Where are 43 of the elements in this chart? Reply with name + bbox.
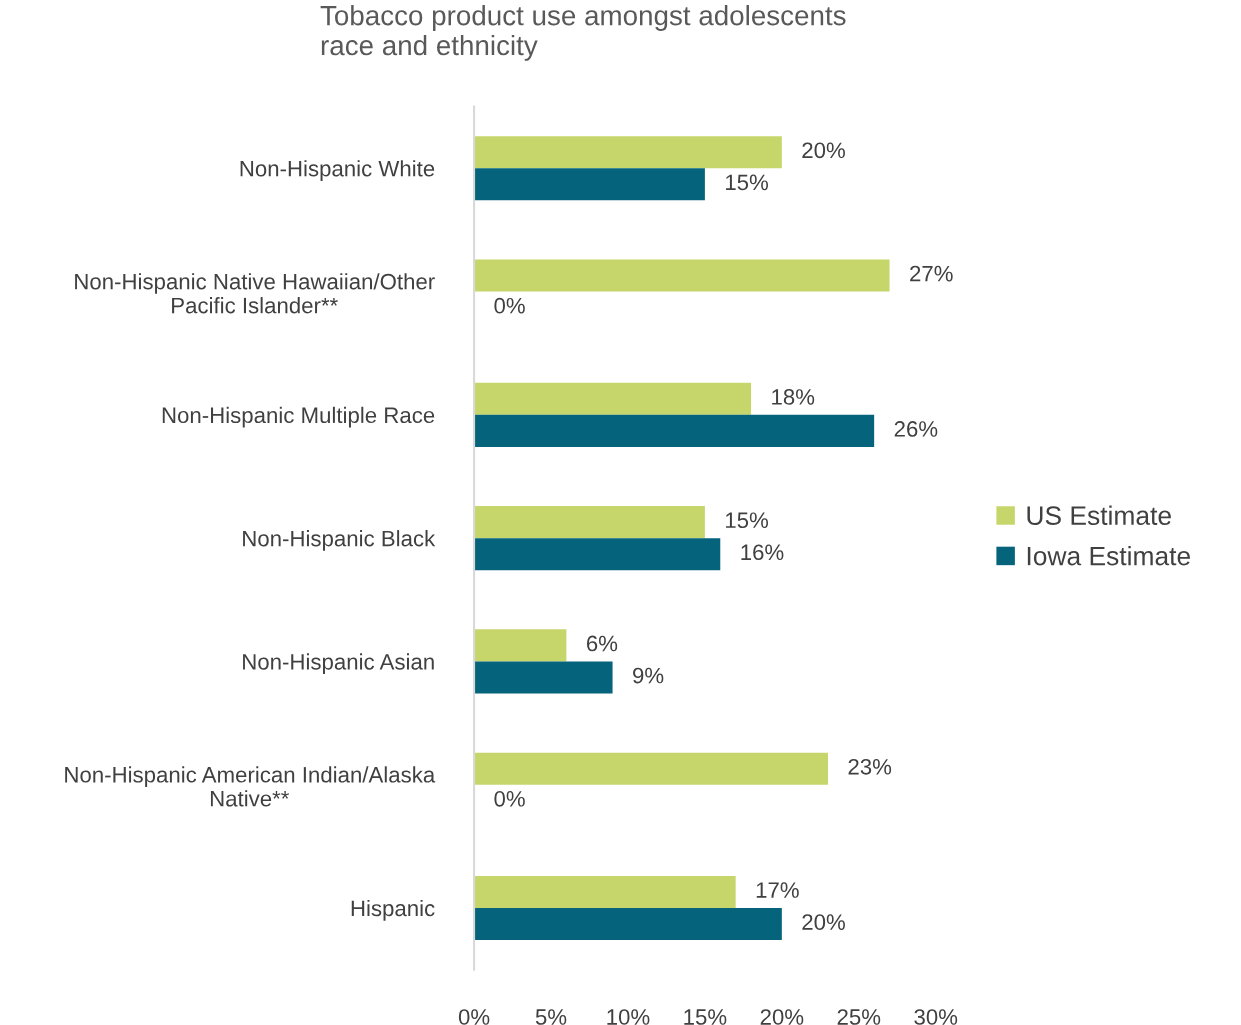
x-tick-label: 10% bbox=[607, 1009, 650, 1025]
bar bbox=[474, 382, 752, 415]
legend-label: Iowa Estimate bbox=[1027, 546, 1190, 566]
bar bbox=[474, 538, 721, 571]
data-label: 18% bbox=[772, 389, 815, 405]
x-tick-label: 30% bbox=[914, 1009, 958, 1025]
y-tick-label: Non-Hispanic Black bbox=[243, 530, 436, 551]
data-label: 26% bbox=[894, 421, 938, 437]
x-tick-label: 20% bbox=[760, 1009, 804, 1025]
bar bbox=[474, 506, 705, 539]
data-label: 6% bbox=[586, 635, 618, 652]
data-label: 15% bbox=[726, 174, 769, 191]
data-label: 20% bbox=[802, 142, 845, 159]
data-label: 15% bbox=[726, 512, 769, 529]
y-tick-label: Hispanic bbox=[351, 899, 435, 921]
y-tick-label: Non-Hispanic Multiple Race bbox=[162, 406, 435, 428]
y-tick-label: Non-Hispanic White bbox=[240, 160, 435, 181]
data-label: 20% bbox=[802, 914, 845, 930]
x-tick-label: 25% bbox=[837, 1009, 881, 1025]
y-tick-label: Non-Hispanic Asian bbox=[243, 653, 434, 675]
bar bbox=[474, 168, 705, 201]
data-label: 17% bbox=[756, 882, 799, 898]
bar bbox=[474, 259, 890, 292]
data-label: 0% bbox=[494, 790, 525, 807]
x-tick-label: 0% bbox=[458, 1009, 490, 1025]
data-label: 9% bbox=[633, 667, 664, 684]
legend-label: US Estimate bbox=[1027, 505, 1171, 525]
data-label: 27% bbox=[910, 265, 953, 282]
y-tick-label: Non-Hispanic Native Hawaiian/Other Pacific Islander** bbox=[75, 273, 435, 314]
data-label: 0% bbox=[494, 297, 525, 314]
bar bbox=[474, 414, 875, 447]
data-label: 23% bbox=[848, 758, 892, 775]
bar bbox=[474, 875, 736, 908]
bar bbox=[474, 752, 828, 785]
bar bbox=[474, 136, 782, 169]
x-tick-label: 15% bbox=[684, 1009, 727, 1025]
bar bbox=[474, 908, 782, 941]
data-label: 16% bbox=[741, 544, 784, 561]
x-tick-label: 5% bbox=[535, 1009, 567, 1025]
y-tick-label: Non-Hispanic American Indian/Alaska Native** bbox=[65, 766, 436, 807]
bar bbox=[474, 629, 567, 662]
chart-title: Tobacco product use amongst adolescents race and ethnicity bbox=[320, 5, 846, 61]
bar bbox=[474, 661, 613, 694]
